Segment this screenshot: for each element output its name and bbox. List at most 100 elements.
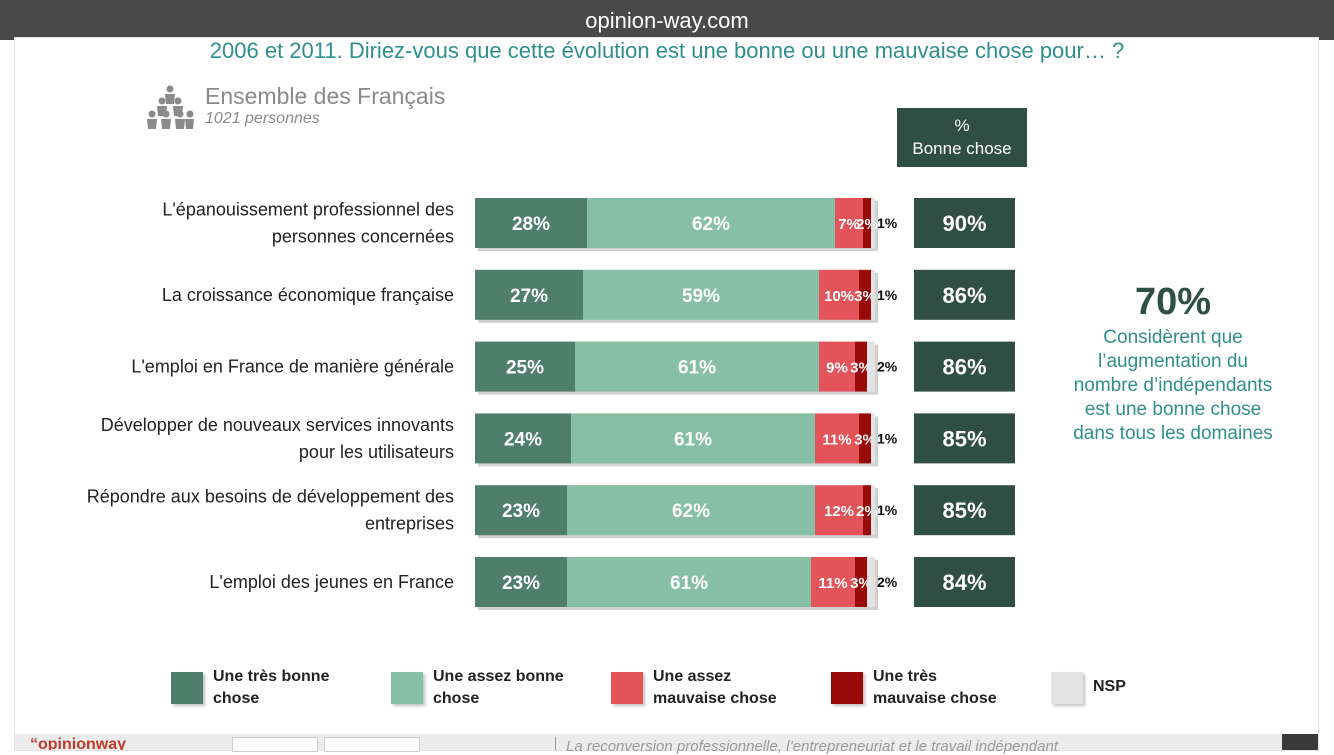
total-label: 90%: [942, 211, 986, 236]
bar-segment-assez-mauvaise: [835, 198, 863, 248]
footer-brand: “opinionway: [30, 736, 126, 750]
category-label: L'emploi en France de manière générale: [131, 357, 454, 377]
bar-segment-assez-mauvaise: [811, 557, 855, 607]
bar-segment-assez-bonne: [567, 557, 811, 607]
legend-swatch: [391, 672, 423, 704]
data-label: 59%: [682, 286, 720, 307]
data-label: 61%: [670, 573, 708, 594]
bar-segment-assez-bonne: [583, 269, 819, 320]
legend-label: Une très bonne chose: [213, 668, 330, 707]
bar-segment-tres-bonne: [475, 413, 571, 464]
bar-segment-assez-bonne: [575, 341, 819, 392]
bar-segment-assez-mauvaise: [819, 269, 859, 320]
population-icon: [147, 85, 194, 129]
data-label: 27%: [510, 286, 548, 307]
browser-url-bar[interactable]: opinion-way.com: [0, 0, 1334, 40]
data-label: 7%: [838, 216, 860, 233]
data-label: 9%: [826, 360, 848, 377]
bar-segment-tres-bonne: [475, 485, 567, 536]
footer-text: La reconversion professionnelle, l’entre…: [566, 738, 1058, 755]
data-label: 1%: [877, 287, 898, 303]
data-label: 11%: [822, 431, 851, 448]
bar-segment-nsp: [871, 413, 875, 464]
total-box: [914, 557, 1015, 607]
category-label: La croissance économique française: [162, 285, 454, 305]
data-label: 25%: [506, 358, 544, 379]
data-label: 3%: [854, 431, 876, 448]
bar-segment-tres-mauvaise: [859, 413, 871, 464]
data-label: 1%: [877, 430, 898, 446]
partner-logo: [436, 737, 476, 750]
total-box: [914, 485, 1015, 536]
data-label: 3%: [854, 288, 876, 305]
total-label: 85%: [942, 426, 986, 451]
data-label: 61%: [674, 429, 712, 450]
bar-segment-tres-bonne: [475, 269, 583, 320]
footer-divider: [555, 737, 556, 750]
callout-line: Considèrent que: [1103, 327, 1243, 348]
total-label: 86%: [942, 355, 986, 380]
data-label: 3%: [850, 360, 872, 377]
bar-segment-nsp: [867, 341, 875, 392]
total-box: [914, 198, 1015, 248]
data-label: 2%: [877, 574, 898, 590]
legend-label: Une assez bonne chose: [433, 668, 564, 707]
bar-segment-assez-bonne: [587, 198, 835, 248]
bar-segment-tres-bonne: [475, 341, 575, 392]
callout-line: l’augmentation du: [1098, 351, 1248, 372]
pct-bonne-chose-header: % Bonne chose: [897, 108, 1027, 167]
population-subtitle: 1021 personnes: [205, 110, 320, 127]
data-label: 24%: [504, 429, 542, 450]
data-label: 1%: [877, 502, 898, 518]
bar-segment-tres-mauvaise: [855, 557, 867, 607]
data-label: 10%: [824, 288, 854, 305]
data-label: 23%: [502, 501, 540, 522]
bar-segment-nsp: [871, 485, 875, 536]
bar-segment-tres-bonne: [475, 557, 567, 607]
category-label: L'épanouissement professionnel des: [162, 200, 454, 220]
total-label: 84%: [942, 570, 986, 595]
category-label: Développer de nouveaux services innovant…: [101, 415, 454, 435]
legend-label: Une très mauvaise chose: [873, 668, 997, 707]
bar-segment-tres-bonne: [475, 198, 587, 248]
bar-segment-tres-mauvaise: [859, 269, 871, 320]
total-label: 85%: [942, 498, 986, 523]
legend-label: NSP: [1093, 678, 1126, 695]
category-label: L'emploi des jeunes en France: [209, 572, 454, 592]
slide: [15, 38, 1318, 750]
callout: 70% Considèrent que l’augmentation du no…: [1040, 278, 1306, 446]
total-box: [914, 413, 1015, 464]
total-box: [914, 269, 1015, 320]
legend-swatch: [831, 672, 863, 704]
bar-segment-assez-bonne: [567, 485, 815, 536]
bar-segment-tres-mauvaise: [855, 341, 867, 392]
population-title: Ensemble des Français: [205, 83, 446, 109]
bar-segment-assez-mauvaise: [815, 413, 859, 464]
data-label: 62%: [672, 501, 710, 522]
legend-label: Une assez mauvaise chose: [653, 668, 777, 707]
callout-line: nombre d’indépendants: [1073, 375, 1273, 396]
bar-segment-assez-mauvaise: [815, 485, 863, 536]
callout-line: est une bonne chose: [1084, 399, 1262, 420]
bar-segment-nsp: [871, 269, 875, 320]
data-label: 11%: [818, 575, 847, 592]
category-label: entreprises: [365, 514, 454, 534]
callout-line: dans tous les domaines: [1073, 423, 1273, 444]
data-label: 61%: [678, 358, 716, 379]
data-label: 62%: [692, 214, 730, 235]
category-label: Répondre aux besoins de développement de…: [87, 487, 454, 507]
category-label: personnes concernées: [272, 227, 454, 247]
total-box: [914, 341, 1015, 392]
data-label: 1%: [877, 215, 898, 231]
data-label: 3%: [850, 575, 872, 592]
bar-segment-assez-mauvaise: [819, 341, 855, 392]
category-label: pour les utilisateurs: [299, 442, 454, 462]
question-title: 2006 et 2011. Diriez-vous que cette évol…: [209, 38, 1125, 63]
data-label: 28%: [512, 214, 550, 235]
data-label: 23%: [502, 573, 540, 594]
legend-swatch: [611, 672, 643, 704]
data-label: 2%: [877, 359, 898, 375]
data-label: 12%: [824, 503, 854, 520]
callout-value: 70%: [1134, 281, 1212, 323]
